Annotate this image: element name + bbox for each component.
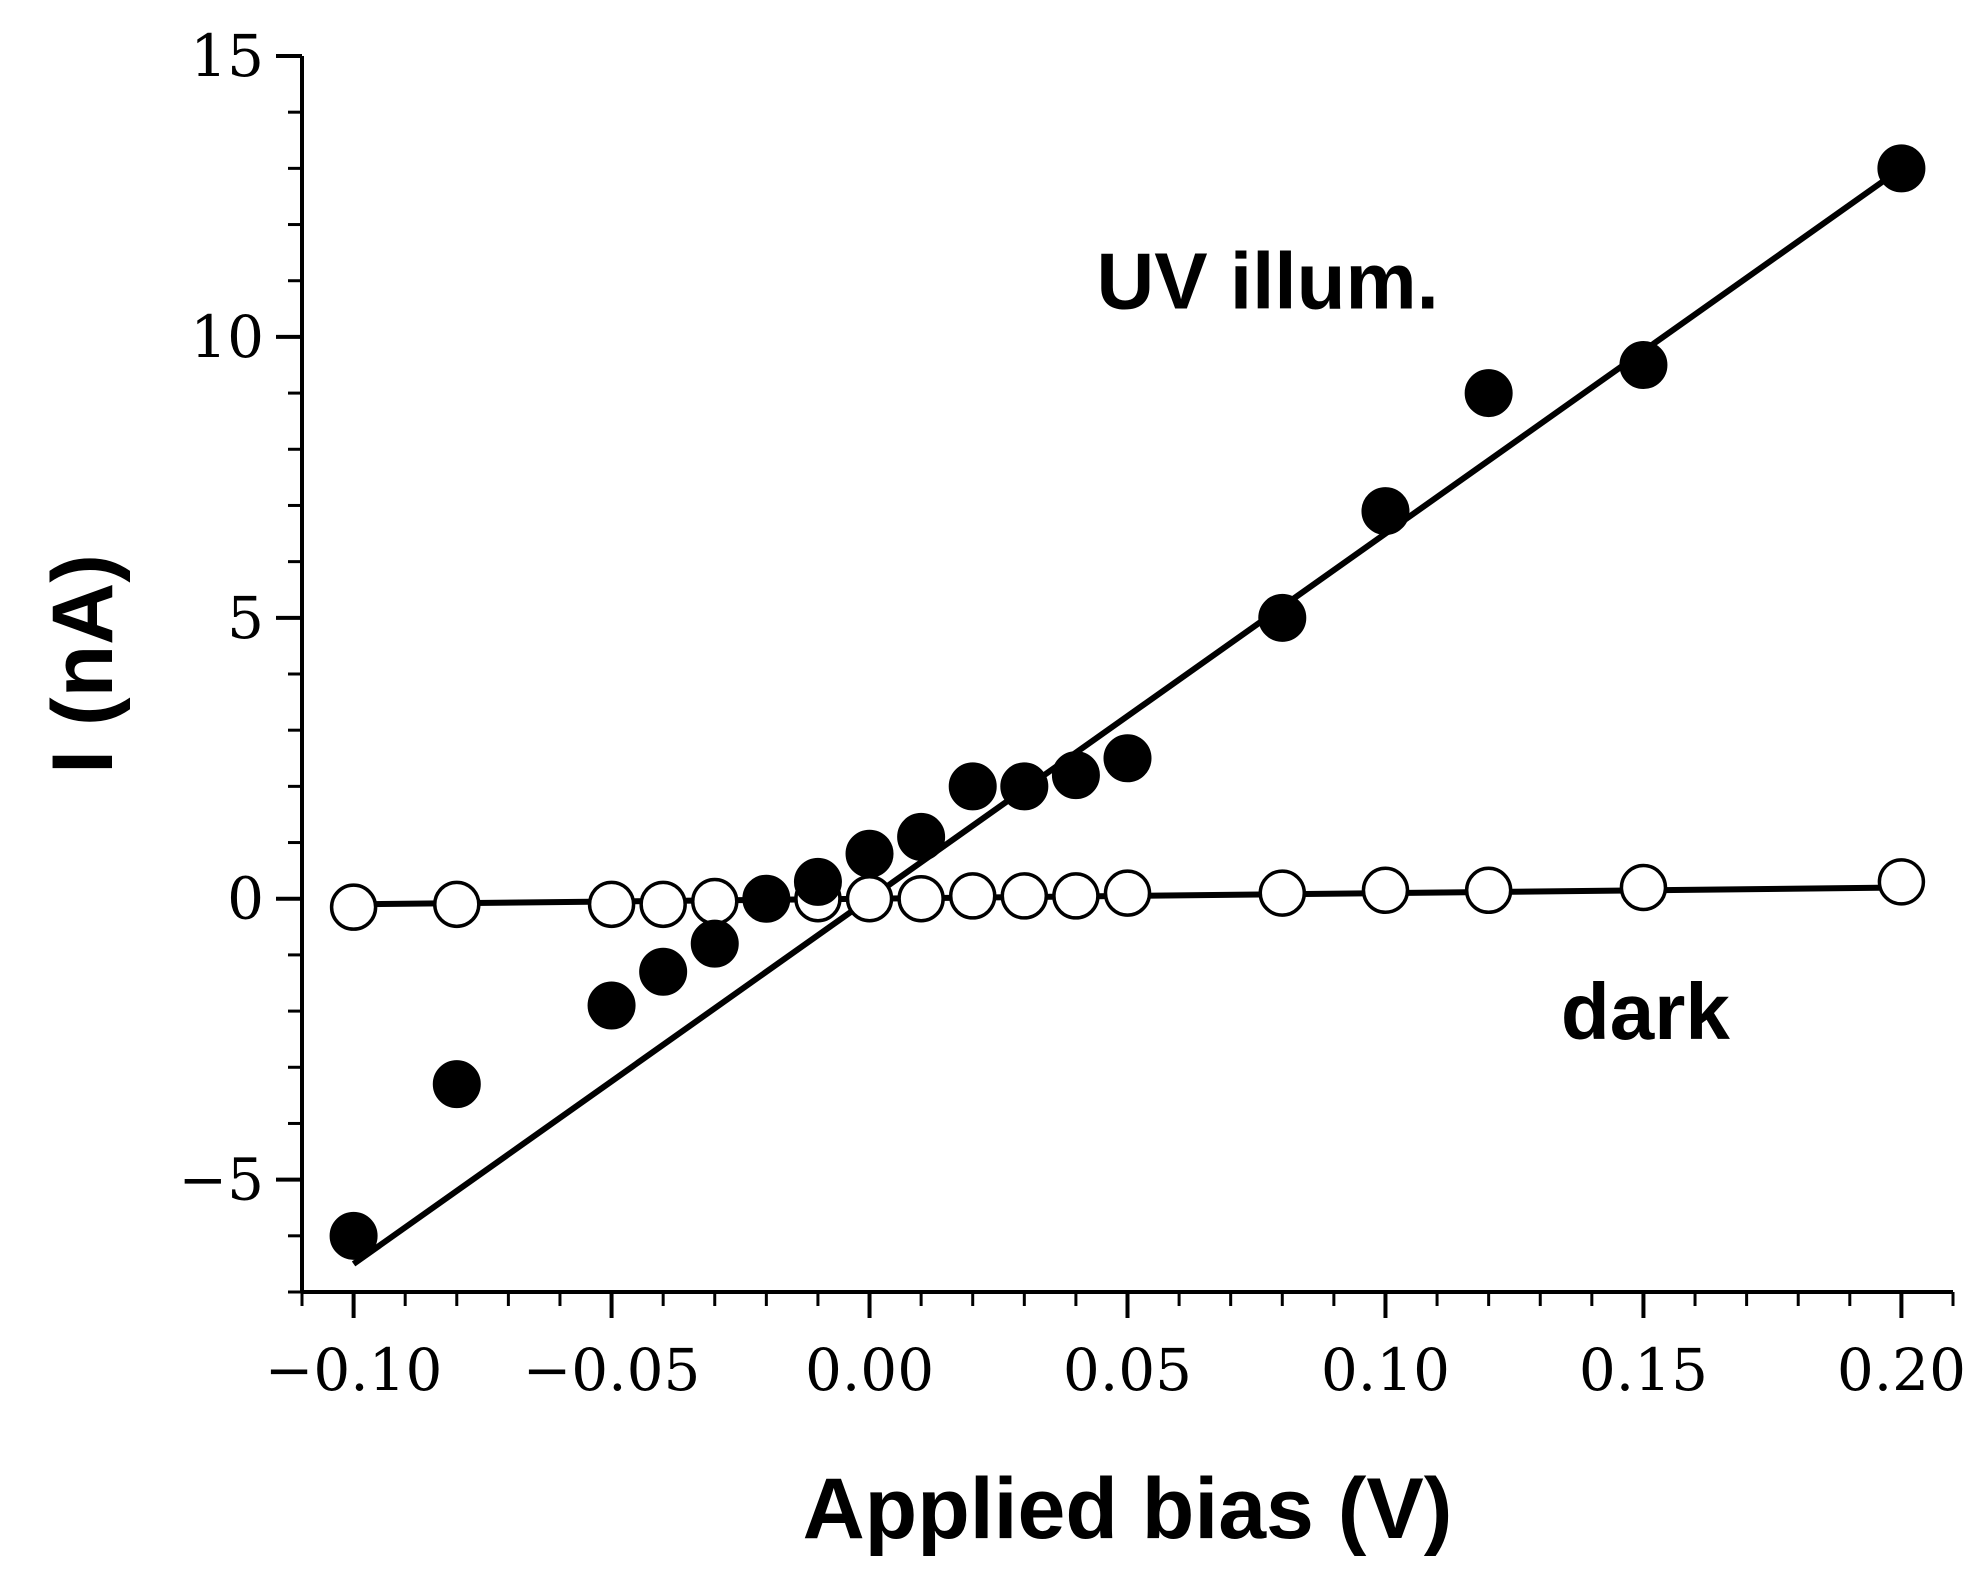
fit-lines bbox=[351, 165, 1904, 1267]
filled-point bbox=[1877, 144, 1926, 193]
axes: −5 0 5 10 15 −0.10 −0.05 0.00 0.05 0.10 0.15 0.20 bbox=[179, 22, 1966, 1404]
filled-point bbox=[1051, 751, 1100, 800]
annotation-uv-illum: UV illum. bbox=[1097, 237, 1439, 326]
x-tick-label: 0.05 bbox=[1063, 1336, 1192, 1404]
open-point bbox=[1052, 872, 1100, 920]
filled-point bbox=[329, 1211, 378, 1260]
x-tick-label: −0.10 bbox=[265, 1336, 443, 1404]
x-tick-label: 0.00 bbox=[805, 1336, 934, 1404]
data-points bbox=[329, 144, 1926, 1260]
y-tick-label: 15 bbox=[190, 22, 264, 90]
open-point bbox=[1258, 869, 1307, 917]
y-axis-label: I (nA) bbox=[35, 554, 131, 774]
open-point bbox=[691, 877, 739, 926]
x-tick-label: 0.10 bbox=[1321, 1336, 1450, 1404]
y-tick-label: 0 bbox=[227, 865, 264, 933]
y-tick-label: 5 bbox=[227, 584, 264, 652]
filled-point bbox=[587, 981, 636, 1030]
filled-point bbox=[793, 857, 842, 906]
filled-point bbox=[1258, 593, 1307, 642]
open-point bbox=[1464, 866, 1513, 915]
open-point bbox=[329, 883, 378, 931]
open-point bbox=[1361, 866, 1410, 915]
open-point bbox=[433, 880, 481, 929]
filled-point bbox=[1103, 734, 1152, 783]
open-point bbox=[948, 872, 997, 920]
annotation-dark: dark bbox=[1561, 967, 1730, 1056]
filled-point bbox=[742, 874, 791, 923]
open-point bbox=[587, 880, 636, 929]
filled-point bbox=[1000, 762, 1049, 811]
y-tick-label: −5 bbox=[179, 1146, 265, 1214]
open-point bbox=[897, 874, 945, 923]
filled-point bbox=[845, 829, 894, 878]
filled-point bbox=[1619, 341, 1668, 389]
filled-point bbox=[1464, 369, 1513, 418]
open-point bbox=[1619, 863, 1668, 912]
open-point bbox=[639, 880, 687, 929]
filled-point bbox=[1361, 487, 1410, 536]
filled-point bbox=[639, 947, 688, 996]
x-tick-label: −0.05 bbox=[523, 1336, 701, 1404]
filled-point bbox=[948, 762, 997, 811]
y-tick-label: 10 bbox=[190, 303, 264, 371]
filled-point bbox=[432, 1060, 481, 1109]
x-tick-label: 0.20 bbox=[1837, 1336, 1966, 1404]
open-point bbox=[1103, 869, 1152, 917]
open-point bbox=[1877, 858, 1926, 906]
x-axis-label: Applied bias (V) bbox=[803, 1461, 1453, 1557]
filled-point bbox=[690, 919, 739, 968]
open-point bbox=[1000, 872, 1049, 920]
x-tick-label: 0.15 bbox=[1579, 1336, 1708, 1404]
fit-line-series-0 bbox=[351, 165, 1904, 1267]
filled-point bbox=[897, 812, 946, 861]
open-point bbox=[845, 874, 894, 923]
